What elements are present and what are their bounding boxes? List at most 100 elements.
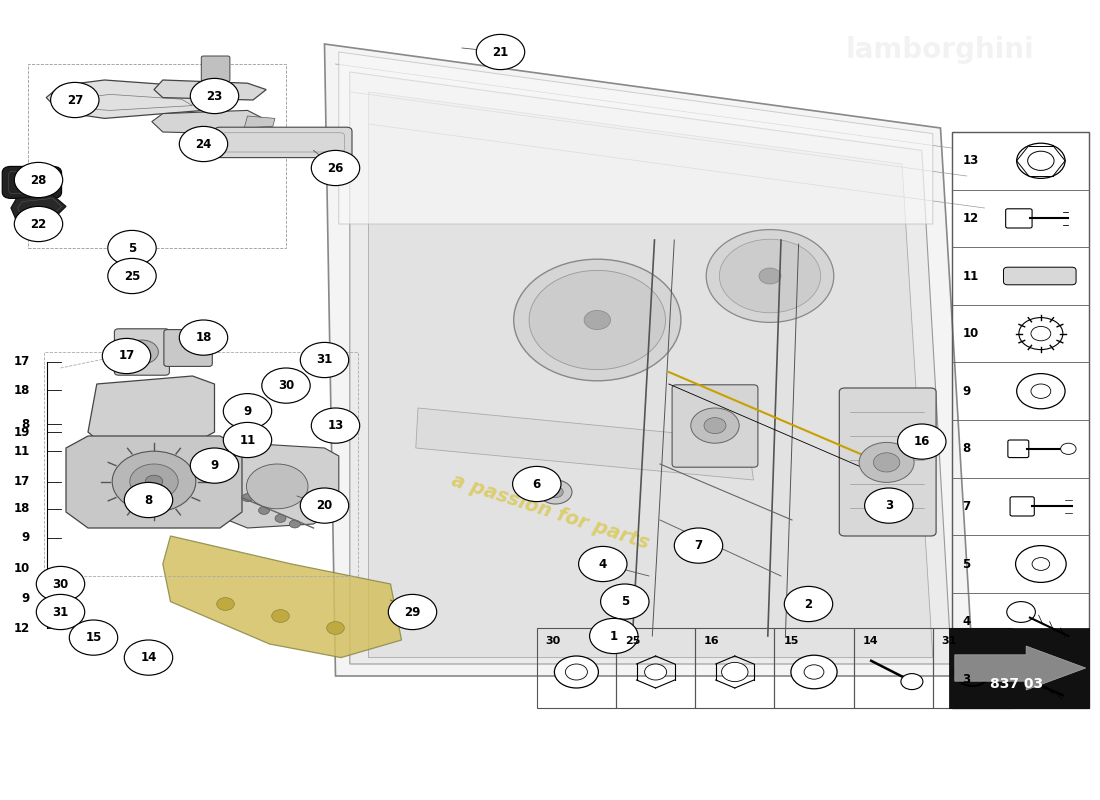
Text: 9: 9 (22, 531, 30, 544)
Text: 9: 9 (210, 459, 219, 472)
Text: 13: 13 (962, 154, 979, 167)
Circle shape (579, 546, 627, 582)
Circle shape (124, 640, 173, 675)
Circle shape (1060, 443, 1076, 454)
Text: 18: 18 (13, 384, 30, 397)
FancyBboxPatch shape (164, 330, 212, 366)
Circle shape (514, 259, 681, 381)
Circle shape (130, 464, 178, 499)
Text: 18: 18 (13, 502, 30, 515)
Circle shape (722, 662, 748, 682)
Circle shape (873, 453, 900, 472)
Polygon shape (46, 80, 214, 118)
FancyBboxPatch shape (114, 329, 169, 375)
Circle shape (1031, 326, 1050, 341)
Circle shape (674, 528, 723, 563)
Text: 9: 9 (243, 405, 252, 418)
Circle shape (554, 656, 598, 688)
Circle shape (388, 594, 437, 630)
Text: 17: 17 (13, 355, 30, 368)
Bar (537, 628, 616, 708)
Text: 24: 24 (196, 138, 211, 150)
Bar (616, 628, 695, 708)
Text: 14: 14 (141, 651, 156, 664)
Polygon shape (66, 436, 242, 528)
FancyBboxPatch shape (1005, 209, 1032, 228)
Text: 11: 11 (13, 445, 30, 458)
Text: 9: 9 (962, 385, 970, 398)
Text: 7: 7 (962, 500, 970, 513)
Circle shape (223, 394, 272, 429)
Text: 27: 27 (67, 94, 82, 106)
FancyBboxPatch shape (672, 385, 758, 467)
Circle shape (36, 566, 85, 602)
Text: 5: 5 (620, 595, 629, 608)
Text: 4: 4 (598, 558, 607, 570)
Bar (952, 593, 1089, 650)
FancyBboxPatch shape (1008, 440, 1028, 458)
Circle shape (601, 584, 649, 619)
Circle shape (1019, 318, 1063, 350)
Text: 10: 10 (13, 562, 30, 574)
Polygon shape (368, 92, 933, 658)
Circle shape (36, 594, 85, 630)
FancyBboxPatch shape (2, 166, 62, 198)
Circle shape (311, 408, 360, 443)
Text: 2: 2 (804, 598, 813, 610)
Circle shape (645, 664, 667, 680)
Text: 7: 7 (694, 539, 703, 552)
Circle shape (275, 514, 286, 522)
Circle shape (124, 482, 173, 518)
Text: 6: 6 (532, 478, 541, 490)
Text: 14: 14 (862, 636, 878, 646)
Text: 10: 10 (962, 327, 979, 340)
Text: 23: 23 (207, 90, 222, 102)
Text: 837 03: 837 03 (990, 677, 1043, 691)
Circle shape (246, 464, 308, 509)
Circle shape (108, 258, 156, 294)
Circle shape (706, 230, 834, 322)
Bar (952, 420, 1089, 478)
Text: 19: 19 (13, 426, 30, 438)
Polygon shape (163, 536, 402, 658)
Circle shape (102, 338, 151, 374)
Text: 25: 25 (124, 270, 140, 282)
Polygon shape (154, 80, 266, 100)
Text: 30: 30 (278, 379, 294, 392)
Circle shape (1006, 657, 1035, 678)
Text: 16: 16 (914, 435, 929, 448)
Circle shape (190, 78, 239, 114)
Text: 11: 11 (240, 434, 255, 446)
Text: 31: 31 (942, 636, 957, 646)
Circle shape (69, 620, 118, 655)
Text: 16: 16 (704, 636, 719, 646)
Polygon shape (416, 408, 754, 480)
Text: 31: 31 (317, 354, 332, 366)
Circle shape (1027, 151, 1054, 170)
Circle shape (190, 448, 239, 483)
Circle shape (300, 488, 349, 523)
Circle shape (145, 475, 163, 488)
Circle shape (223, 422, 272, 458)
Circle shape (548, 486, 563, 498)
Circle shape (272, 610, 289, 622)
Bar (952, 362, 1089, 420)
Circle shape (901, 674, 923, 690)
Text: 30: 30 (546, 636, 561, 646)
Circle shape (859, 442, 914, 482)
Circle shape (125, 340, 158, 364)
Circle shape (759, 268, 781, 284)
Circle shape (262, 368, 310, 403)
Circle shape (784, 586, 833, 622)
Text: 12: 12 (962, 212, 979, 225)
Circle shape (791, 655, 837, 689)
Text: 20: 20 (317, 499, 332, 512)
Polygon shape (152, 110, 270, 134)
Circle shape (691, 408, 739, 443)
FancyBboxPatch shape (1010, 497, 1034, 516)
Circle shape (258, 506, 270, 514)
Circle shape (300, 342, 349, 378)
Circle shape (865, 488, 913, 523)
Text: 30: 30 (53, 578, 68, 590)
Bar (952, 247, 1089, 305)
